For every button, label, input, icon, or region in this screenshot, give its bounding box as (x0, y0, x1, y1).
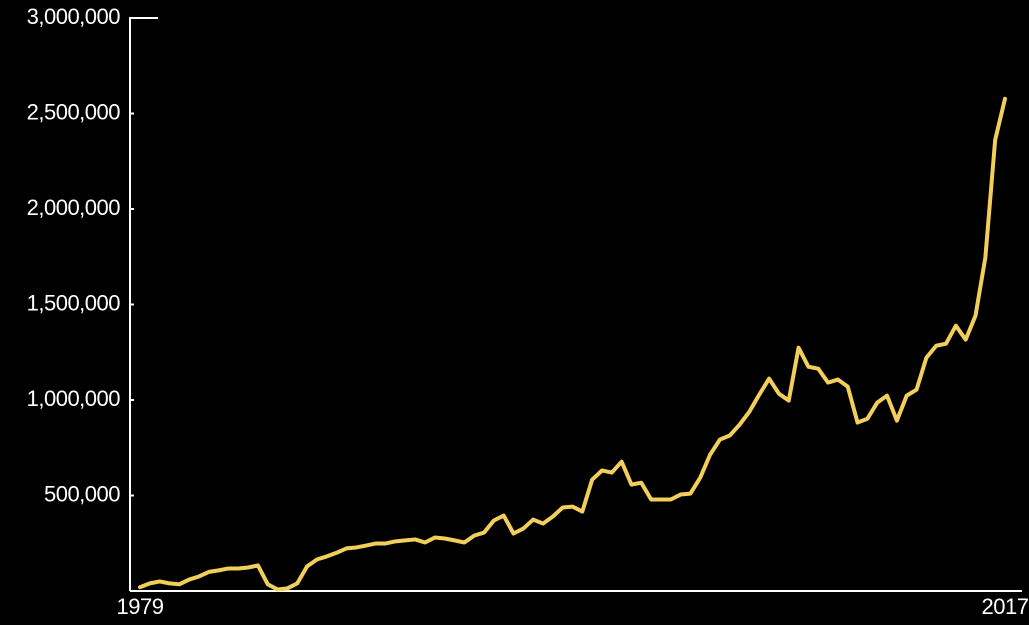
y-tick-label: 2,500,000 (27, 99, 121, 124)
y-tick-label: 500,000 (44, 481, 120, 506)
y-tick-label: 1,500,000 (27, 290, 121, 315)
y-tick-label: 2,000,000 (27, 195, 121, 220)
x-tick-label: 1979 (117, 594, 164, 619)
x-tick-label: 2017 (982, 594, 1029, 619)
y-tick-label: 1,000,000 (27, 386, 121, 411)
y-tick-label: 3,000,000 (27, 4, 121, 29)
data-line (138, 96, 1007, 592)
